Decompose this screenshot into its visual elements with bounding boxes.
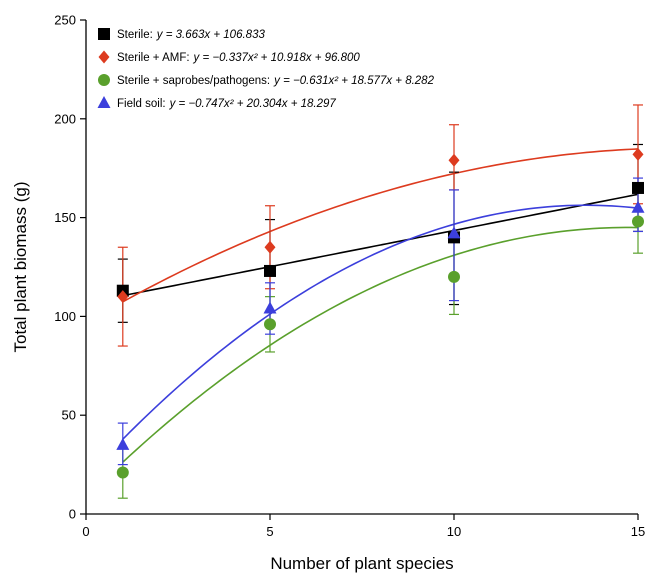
x-tick-label: 10 [447, 524, 461, 539]
data-point [264, 318, 276, 331]
data-point [116, 466, 129, 479]
legend-marker [97, 96, 111, 108]
data-point [117, 290, 129, 304]
fit-curves [122, 148, 639, 463]
data-point [632, 181, 644, 194]
legend-equation: y = −0.631x² + 18.577x + 8.282 [273, 75, 434, 87]
legend-series-name: Sterile: [117, 29, 153, 41]
y-tick-label: 250 [54, 13, 76, 28]
data-point [447, 226, 461, 239]
x-tick-label: 15 [631, 524, 645, 539]
legend: Sterile: y = 3.663x + 106.833 Sterile + AM… [97, 28, 435, 110]
data-point [632, 215, 644, 228]
y-tick-label: 0 [69, 507, 76, 522]
x-axis-title: Number of plant species [270, 554, 453, 573]
legend-equation: y = 3.663x + 106.833 [156, 29, 266, 41]
data-point [448, 270, 460, 283]
error-bars [117, 104, 643, 499]
x-tick-label: 5 [266, 524, 273, 539]
data-point [631, 200, 645, 213]
legend-entry: Sterile: y = 3.663x + 106.833 [117, 29, 265, 41]
legend-series-name: Sterile + AMF: [117, 52, 190, 64]
y-tick-label: 150 [54, 210, 76, 225]
legend-entry: Sterile + AMF: y = −0.337x² + 10.918x + 9… [117, 52, 360, 64]
legend-entry: Field soil: y = −0.747x² + 20.304x + 18.2… [117, 98, 336, 110]
legend-entry: Sterile + saprobes/pathogens: y = −0.631x… [117, 75, 435, 87]
data-point [116, 437, 130, 450]
fit-curve [122, 226, 639, 463]
legend-equation: y = −0.337x² + 10.918x + 96.800 [193, 52, 361, 64]
legend-marker [98, 74, 110, 86]
y-axis-title: Total plant biomass (g) [11, 181, 30, 352]
legend-equation: y = −0.747x² + 20.304x + 18.297 [169, 98, 337, 110]
data-point [263, 301, 277, 314]
data-points [116, 147, 645, 479]
data-point [264, 240, 276, 254]
x-tick-label: 0 [82, 524, 89, 539]
legend-series-name: Sterile + saprobes/pathogens: [117, 75, 270, 87]
legend-marker [98, 28, 110, 40]
data-point [264, 264, 276, 277]
y-tick-label: 50 [62, 408, 76, 423]
fit-curve [122, 204, 639, 440]
fit-curve [122, 148, 639, 303]
data-point [448, 153, 460, 167]
legend-marker [98, 50, 110, 64]
fit-curve [122, 193, 639, 297]
data-point [632, 147, 644, 161]
legend-series-name: Field soil: [117, 98, 166, 110]
y-tick-label: 100 [54, 309, 76, 324]
y-tick-label: 200 [54, 111, 76, 126]
